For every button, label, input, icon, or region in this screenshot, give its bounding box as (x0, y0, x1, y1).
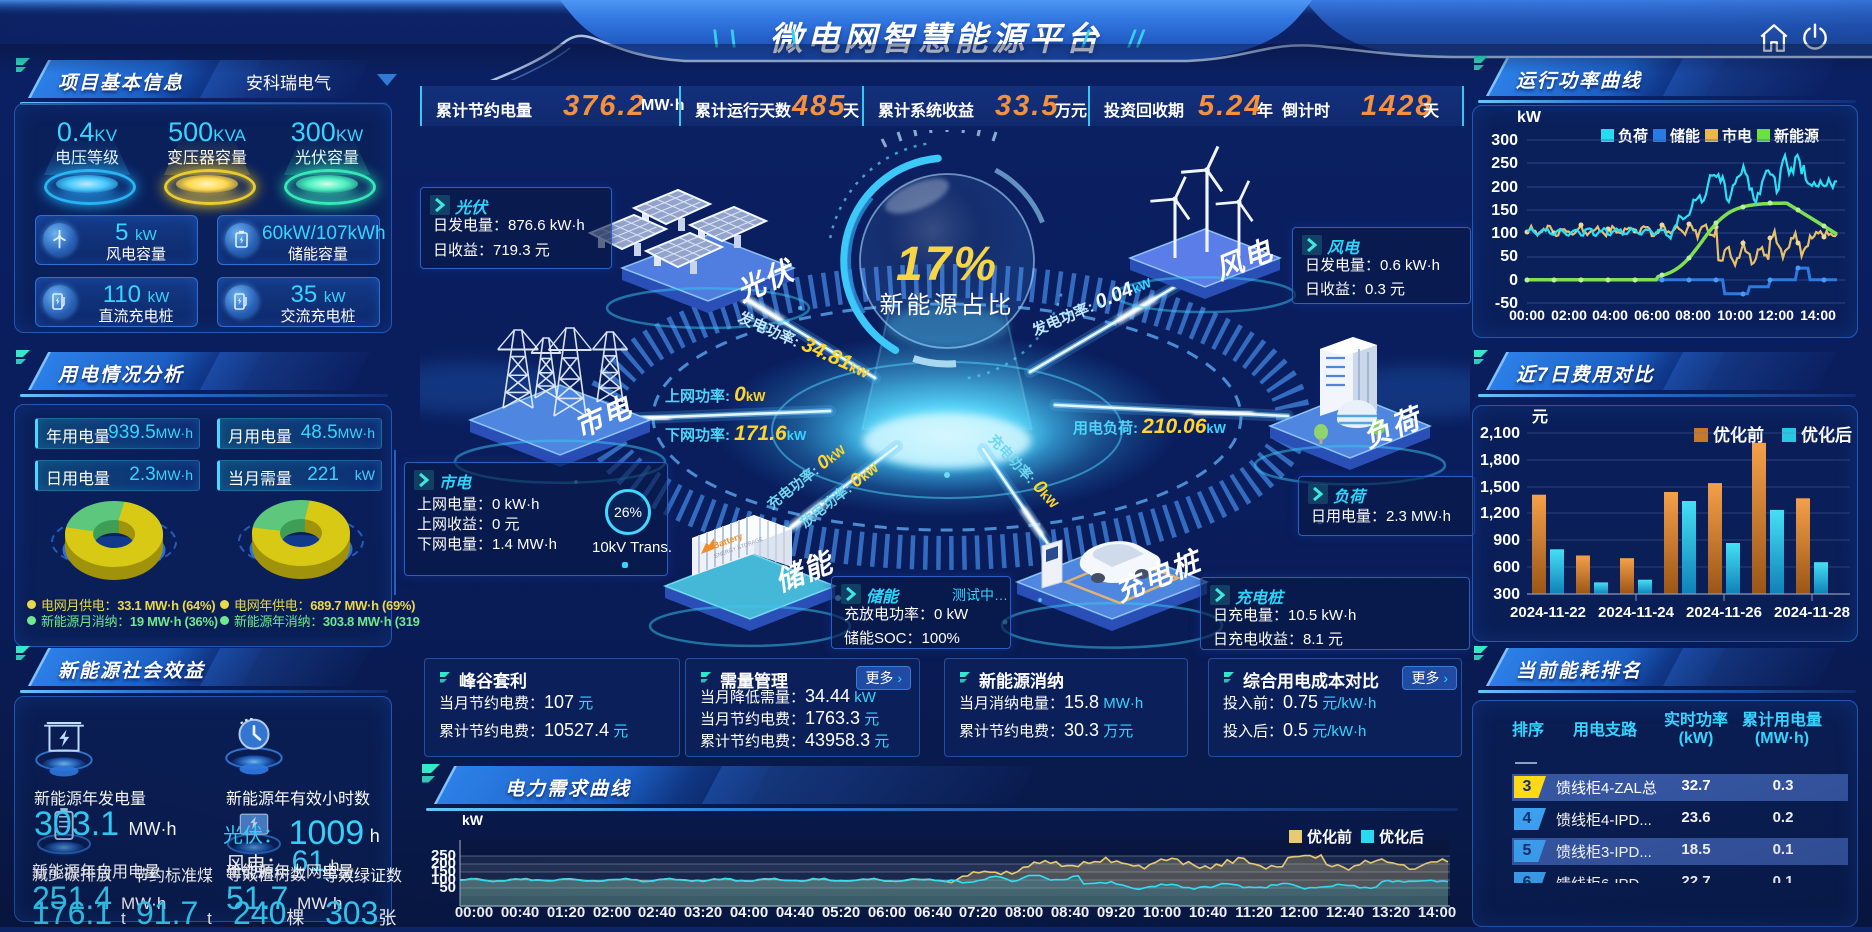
svg-text:08:40: 08:40 (1051, 904, 1089, 921)
svg-text:12:40: 12:40 (1326, 904, 1364, 921)
svg-text:2024-11-22: 2024-11-22 (1510, 604, 1586, 621)
svg-text:250: 250 (431, 847, 456, 864)
svg-text:03:20: 03:20 (684, 904, 722, 921)
svg-text:负荷: 负荷 (1618, 127, 1648, 145)
svg-text:1,800: 1,800 (1480, 452, 1520, 469)
svg-text:14:00: 14:00 (1418, 904, 1456, 921)
svg-text:600: 600 (1493, 559, 1520, 576)
svg-text:04:00: 04:00 (730, 904, 768, 921)
svg-text:250: 250 (1491, 155, 1518, 172)
svg-text:05:20: 05:20 (822, 904, 860, 921)
svg-text:06:40: 06:40 (914, 904, 952, 921)
svg-text:用电负荷: 210.06kW: 用电负荷: 210.06kW (1073, 415, 1227, 438)
svg-text:07:20: 07:20 (959, 904, 997, 921)
svg-text:1,200: 1,200 (1480, 505, 1520, 522)
svg-text:下网功率: 171.6kW: 下网功率: 171.6kW (665, 422, 807, 445)
svg-text:12:00: 12:00 (1280, 904, 1318, 921)
svg-text:04:00: 04:00 (1592, 307, 1628, 323)
svg-text:100: 100 (431, 871, 456, 888)
svg-text:150: 150 (1491, 202, 1518, 219)
svg-text:900: 900 (1493, 532, 1520, 549)
svg-text:优化前: 优化前 (1713, 425, 1764, 445)
svg-text:10:00: 10:00 (1143, 904, 1181, 921)
svg-text:02:40: 02:40 (638, 904, 676, 921)
svg-text:50: 50 (439, 879, 456, 896)
svg-text:kW: kW (462, 813, 484, 828)
svg-text:17%: 17% (896, 238, 998, 291)
svg-text:新能源占比: 新能源占比 (880, 292, 1015, 319)
svg-text:02:00: 02:00 (593, 904, 631, 921)
svg-text:50: 50 (1500, 248, 1518, 265)
svg-text:2024-11-28: 2024-11-28 (1774, 604, 1850, 621)
svg-text:10:00: 10:00 (1717, 307, 1753, 323)
svg-text:01:20: 01:20 (547, 904, 585, 921)
svg-text:150: 150 (431, 863, 456, 880)
svg-text:100: 100 (1491, 225, 1518, 242)
svg-text:09:20: 09:20 (1097, 904, 1135, 921)
svg-text:1,500: 1,500 (1480, 479, 1520, 496)
svg-text:08:00: 08:00 (1005, 904, 1043, 921)
svg-text:-50: -50 (1495, 295, 1518, 312)
svg-text:上网功率: 0kW: 上网功率: 0kW (665, 383, 766, 406)
svg-text:14:00: 14:00 (1800, 307, 1836, 323)
svg-text:10:40: 10:40 (1189, 904, 1227, 921)
svg-text:优化后: 优化后 (1801, 425, 1852, 445)
svg-text:08:00: 08:00 (1675, 307, 1711, 323)
svg-text:06:00: 06:00 (868, 904, 906, 921)
svg-text:200: 200 (431, 855, 456, 872)
svg-text:kW: kW (1517, 109, 1542, 126)
svg-text:04:40: 04:40 (776, 904, 814, 921)
svg-text:06:00: 06:00 (1634, 307, 1670, 323)
svg-text:200: 200 (1491, 179, 1518, 196)
svg-text:12:00: 12:00 (1758, 307, 1794, 323)
svg-text:储能: 储能 (1670, 127, 1700, 145)
svg-text:市电: 市电 (1722, 127, 1752, 145)
svg-text:00:00: 00:00 (455, 904, 493, 921)
svg-text:300: 300 (1491, 132, 1518, 149)
svg-text:13:20: 13:20 (1372, 904, 1410, 921)
svg-text:0: 0 (1509, 272, 1518, 289)
svg-text:00:00: 00:00 (1509, 307, 1545, 323)
svg-text:2024-11-24: 2024-11-24 (1598, 604, 1675, 621)
svg-text:2,100: 2,100 (1480, 425, 1520, 442)
svg-text:新能源: 新能源 (1774, 127, 1819, 145)
svg-text:300: 300 (1493, 586, 1520, 603)
svg-text:元: 元 (1532, 409, 1548, 426)
svg-text:00:40: 00:40 (501, 904, 539, 921)
svg-text:2024-11-26: 2024-11-26 (1686, 604, 1762, 621)
svg-text:11:20: 11:20 (1235, 904, 1273, 921)
svg-text:优化后: 优化后 (1379, 828, 1424, 846)
svg-text:02:00: 02:00 (1551, 307, 1587, 323)
svg-text:优化前: 优化前 (1307, 828, 1352, 846)
